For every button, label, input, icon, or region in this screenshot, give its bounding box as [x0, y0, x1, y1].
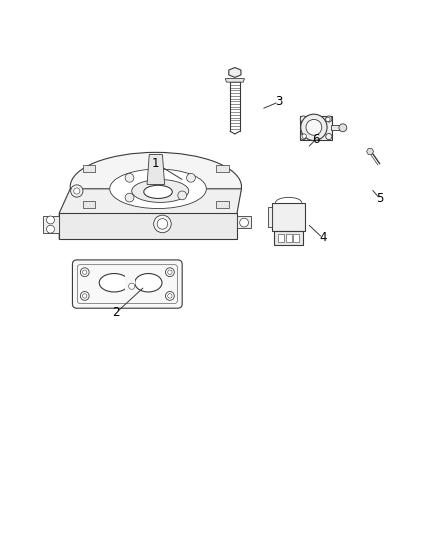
- Polygon shape: [216, 165, 228, 172]
- Polygon shape: [272, 203, 304, 231]
- Text: 5: 5: [375, 192, 382, 205]
- Circle shape: [325, 133, 331, 140]
- Circle shape: [125, 173, 134, 182]
- Circle shape: [300, 133, 306, 140]
- Circle shape: [80, 292, 89, 300]
- Ellipse shape: [70, 152, 241, 221]
- Polygon shape: [228, 68, 240, 77]
- Polygon shape: [286, 233, 291, 243]
- Polygon shape: [83, 165, 95, 172]
- Circle shape: [82, 270, 87, 274]
- Polygon shape: [277, 233, 283, 243]
- Polygon shape: [330, 125, 342, 131]
- Circle shape: [167, 294, 172, 298]
- Circle shape: [82, 294, 87, 298]
- Circle shape: [165, 268, 174, 277]
- Circle shape: [46, 225, 54, 233]
- Circle shape: [153, 215, 171, 233]
- Circle shape: [128, 283, 134, 289]
- Polygon shape: [83, 201, 95, 208]
- Circle shape: [325, 117, 329, 122]
- Text: 1: 1: [152, 157, 159, 170]
- Circle shape: [300, 116, 306, 122]
- Circle shape: [300, 114, 326, 141]
- Polygon shape: [225, 78, 244, 82]
- Ellipse shape: [131, 180, 188, 203]
- Circle shape: [74, 188, 80, 194]
- Circle shape: [157, 219, 167, 229]
- Circle shape: [165, 292, 174, 300]
- Circle shape: [305, 119, 321, 135]
- Text: 4: 4: [318, 231, 326, 245]
- Circle shape: [325, 116, 331, 122]
- Circle shape: [125, 193, 134, 202]
- Text: 6: 6: [311, 133, 319, 146]
- Ellipse shape: [99, 273, 129, 292]
- Circle shape: [301, 134, 306, 138]
- Polygon shape: [42, 216, 59, 233]
- Ellipse shape: [144, 185, 172, 198]
- Circle shape: [338, 124, 346, 132]
- Polygon shape: [125, 275, 135, 292]
- Polygon shape: [216, 201, 228, 208]
- Circle shape: [71, 185, 83, 197]
- Text: 3: 3: [275, 95, 282, 108]
- Text: 2: 2: [112, 306, 120, 319]
- Circle shape: [177, 191, 186, 200]
- Circle shape: [46, 216, 54, 224]
- Circle shape: [186, 173, 195, 182]
- Polygon shape: [274, 231, 302, 245]
- Polygon shape: [267, 207, 272, 227]
- FancyBboxPatch shape: [72, 260, 182, 308]
- Circle shape: [80, 268, 89, 277]
- Polygon shape: [293, 233, 298, 243]
- Ellipse shape: [134, 273, 162, 292]
- Circle shape: [167, 270, 172, 274]
- Polygon shape: [366, 149, 373, 155]
- Polygon shape: [300, 116, 331, 140]
- Polygon shape: [59, 213, 237, 239]
- Polygon shape: [59, 189, 241, 239]
- Polygon shape: [237, 216, 251, 228]
- Ellipse shape: [110, 169, 206, 208]
- Circle shape: [239, 218, 248, 227]
- Polygon shape: [147, 155, 164, 184]
